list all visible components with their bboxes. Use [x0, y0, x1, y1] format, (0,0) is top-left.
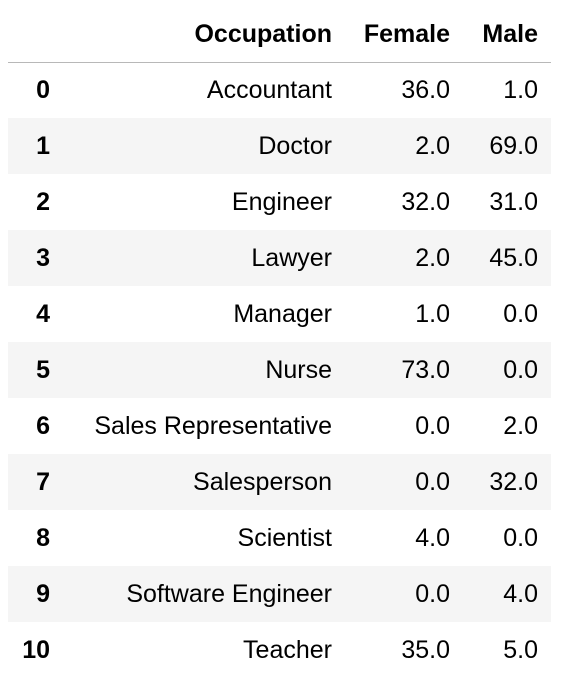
cell-male: 0.0: [503, 355, 538, 384]
table-row: 6 Sales Representative 0.0 2.0: [8, 398, 551, 454]
row-index: 0: [36, 75, 50, 104]
cell-male: 5.0: [503, 635, 538, 664]
cell-occupation: Software Engineer: [126, 579, 332, 608]
row-index: 7: [36, 467, 50, 496]
table-row: 4 Manager 1.0 0.0: [8, 286, 551, 342]
cell-female: 73.0: [401, 355, 450, 384]
cell-male: 0.0: [503, 299, 538, 328]
cell-female: 32.0: [401, 187, 450, 216]
cell-occupation: Salesperson: [193, 467, 332, 496]
table-row: 2 Engineer 32.0 31.0: [8, 174, 551, 230]
row-index: 8: [36, 523, 50, 552]
table-body: 0 Accountant 36.0 1.0 1 Doctor 2.0 69.0 2 Enginee…: [8, 62, 551, 678]
cell-occupation: Engineer: [231, 187, 332, 216]
row-index: 2: [36, 187, 50, 216]
cell-female: 2.0: [415, 131, 450, 160]
cell-female: 4.0: [415, 523, 450, 552]
cell-occupation: Sales Representative: [94, 411, 332, 440]
cell-female: 2.0: [415, 243, 450, 272]
cell-female: 36.0: [401, 75, 450, 104]
row-index: 9: [36, 579, 50, 608]
table-row: 8 Scientist 4.0 0.0: [8, 510, 551, 566]
dataframe-table: Occupation Female Male 0 Accountant 36.0 1.…: [8, 7, 551, 678]
cell-male: 4.0: [503, 579, 538, 608]
column-header-occupation: Occupation: [50, 7, 332, 63]
cell-male: 2.0: [503, 411, 538, 440]
cell-female: 0.0: [415, 411, 450, 440]
table-row: 5 Nurse 73.0 0.0: [8, 342, 551, 398]
cell-female: 1.0: [415, 299, 450, 328]
table-row: 9 Software Engineer 0.0 4.0: [8, 566, 551, 622]
row-index: 10: [22, 635, 50, 664]
index-header: [8, 7, 50, 63]
row-index: 1: [36, 131, 50, 160]
cell-occupation: Doctor: [258, 131, 332, 160]
cell-male: 1.0: [503, 75, 538, 104]
column-header-male: Male: [450, 7, 551, 63]
row-index: 5: [36, 355, 50, 384]
cell-male: 0.0: [503, 523, 538, 552]
cell-occupation: Manager: [233, 299, 332, 328]
cell-female: 0.0: [415, 579, 450, 608]
cell-male: 32.0: [489, 467, 538, 496]
cell-male: 69.0: [489, 131, 538, 160]
cell-male: 31.0: [489, 187, 538, 216]
cell-occupation: Lawyer: [251, 243, 332, 272]
cell-occupation: Accountant: [206, 75, 332, 104]
row-index: 6: [36, 411, 50, 440]
table-row: 10 Teacher 35.0 5.0: [8, 622, 551, 678]
cell-male: 45.0: [489, 243, 538, 272]
table-row: 1 Doctor 2.0 69.0: [8, 118, 551, 174]
table-header: Occupation Female Male: [8, 7, 551, 63]
cell-female: 0.0: [415, 467, 450, 496]
cell-female: 35.0: [401, 635, 450, 664]
table-row: 3 Lawyer 2.0 45.0: [8, 230, 551, 286]
table-row: 0 Accountant 36.0 1.0: [8, 62, 551, 118]
cell-occupation: Nurse: [265, 355, 332, 384]
cell-occupation: Teacher: [243, 635, 332, 664]
row-index: 4: [36, 299, 50, 328]
header-row: Occupation Female Male: [8, 7, 551, 63]
column-header-female: Female: [332, 7, 450, 63]
table-row: 7 Salesperson 0.0 32.0: [8, 454, 551, 510]
row-index: 3: [36, 243, 50, 272]
cell-occupation: Scientist: [237, 523, 332, 552]
